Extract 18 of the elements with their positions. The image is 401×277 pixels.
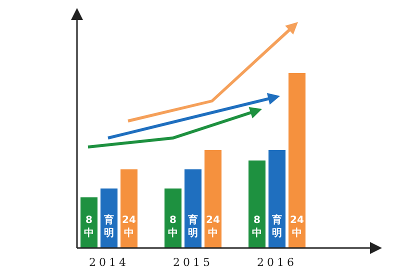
- bar: [164, 188, 182, 248]
- text: 24中: [206, 215, 220, 239]
- x-tick-label: 2015: [173, 256, 213, 269]
- text: 育明: [272, 215, 282, 239]
- bar: [120, 169, 138, 248]
- text: 8中: [252, 215, 262, 239]
- bar: [248, 160, 266, 248]
- text: 育明: [188, 215, 198, 239]
- text: 24中: [290, 215, 304, 239]
- x-tick-label: 2016: [257, 256, 297, 269]
- series-label: 24中: [122, 215, 136, 239]
- x-tick-label: 2014: [89, 256, 129, 269]
- bar: [288, 73, 306, 248]
- bar: [268, 150, 286, 248]
- bar: [204, 150, 222, 248]
- text: 8中: [168, 215, 178, 239]
- series-label: 8中: [84, 215, 94, 239]
- series-label: 育明: [103, 214, 114, 239]
